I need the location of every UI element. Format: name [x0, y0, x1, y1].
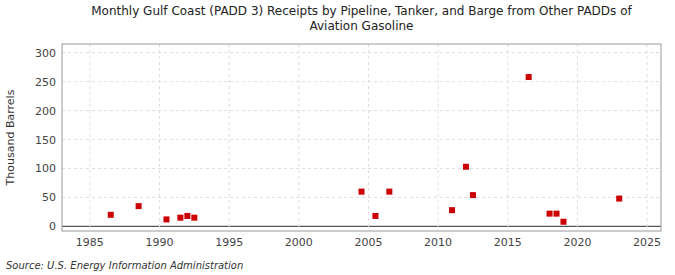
point: [449, 207, 455, 213]
y-tick-label: 150: [35, 134, 56, 147]
x-tick-label: 2005: [354, 236, 382, 249]
points: [108, 74, 622, 225]
x-grid-line: [298, 44, 299, 231]
point: [560, 219, 566, 225]
x-tick-label: 2015: [494, 236, 522, 249]
point: [359, 189, 365, 195]
source-note: Source: U.S. Energy Information Administ…: [6, 260, 243, 271]
y-grid-line: [62, 226, 661, 227]
x-grid-line: [438, 44, 439, 231]
y-tick-label: 200: [35, 105, 56, 118]
grid: [62, 44, 661, 231]
y-grid-line: [62, 52, 661, 53]
chart: Monthly Gulf Coast (PADD 3) Receipts by …: [0, 0, 675, 275]
x-tick-label: 2000: [285, 236, 313, 249]
point: [616, 196, 622, 202]
y-tick-label: 50: [42, 191, 56, 204]
y-axis-label: Thousand Barrels: [4, 89, 17, 186]
y-grid-line: [62, 81, 661, 82]
point: [547, 211, 553, 217]
x-grid-line: [647, 44, 648, 231]
x-grid-line: [368, 44, 369, 231]
point: [554, 211, 560, 217]
x-grid-line: [159, 44, 160, 231]
y-grid-line: [62, 197, 661, 198]
point: [372, 213, 378, 219]
point: [136, 203, 142, 209]
chart-container: Monthly Gulf Coast (PADD 3) Receipts by …: [0, 0, 675, 275]
point: [526, 74, 532, 80]
y-tick-label: 0: [49, 220, 56, 233]
x-tick-label: 1985: [76, 236, 104, 249]
x-tick-label: 2020: [563, 236, 591, 249]
plot-frame: [62, 44, 661, 231]
point: [386, 189, 392, 195]
point: [108, 212, 114, 218]
point: [163, 216, 169, 222]
y-grid-line: [62, 110, 661, 111]
y-grid-line: [62, 139, 661, 140]
point: [184, 213, 190, 219]
x-tick-label: 2025: [633, 236, 661, 249]
x-grid-line: [89, 44, 90, 231]
y-grid-line: [62, 168, 661, 169]
point: [191, 215, 197, 221]
point: [463, 164, 469, 170]
x-tick-label: 1995: [215, 236, 243, 249]
x-grid-line: [507, 44, 508, 231]
y-tick-label: 100: [35, 162, 56, 175]
y-tick-label: 250: [35, 76, 56, 89]
x-tick-label: 2010: [424, 236, 452, 249]
point: [470, 192, 476, 198]
y-tick-label: 300: [35, 47, 56, 60]
tick-labels: 0 50 100 150 200 250 300 1985 1990 1995 2000 2005 20…: [35, 47, 661, 249]
x-tick-label: 1990: [146, 236, 174, 249]
point: [177, 215, 183, 221]
x-grid-line: [577, 44, 578, 231]
x-grid-line: [229, 44, 230, 231]
title: Monthly Gulf Coast (PADD 3) Receipts by …: [91, 4, 632, 33]
